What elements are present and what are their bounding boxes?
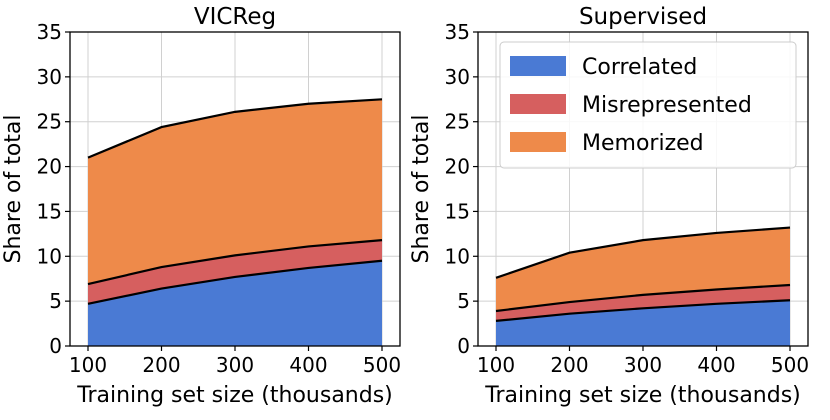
x-tick-label: 400 [697, 353, 735, 377]
x-tick-label: 500 [363, 353, 401, 377]
x-tick-label: 200 [550, 353, 588, 377]
area-memorized [88, 99, 382, 285]
x-tick-label: 500 [771, 353, 809, 377]
x-tick-label: 100 [477, 353, 515, 377]
chart-panel-2: 0 5 10 15 20 25 30 35 100 200 300 400 500 Supervised T… [409, 4, 809, 408]
y-tick-label: 15 [37, 199, 62, 223]
y-tick-label: 0 [49, 334, 62, 358]
area-misrepresented [496, 284, 790, 321]
x-tick-label: 300 [624, 353, 662, 377]
y-tick-label: 5 [49, 289, 62, 313]
y-tick-label: 25 [445, 110, 470, 134]
y-axis-label: Share of total [1, 115, 26, 264]
y-tick-label: 25 [37, 110, 62, 134]
x-tick-label: 400 [289, 353, 327, 377]
x-tick-label: 200 [142, 353, 180, 377]
boundary-line-memorized [87, 98, 383, 159]
legend-box [499, 41, 797, 169]
boundary-line-correlated [87, 259, 383, 305]
area-correlated [496, 300, 790, 346]
y-tick-label: 20 [445, 155, 470, 179]
legend-label-correlated: Correlated [582, 55, 697, 80]
legend-swatch-memorized [510, 132, 566, 152]
x-axis-label: Training set size (thousands) [76, 383, 393, 408]
x-axis-label: Training set size (thousands) [484, 383, 801, 408]
legend-swatch-misrepresented [510, 94, 566, 114]
y-tick-label: 0 [457, 334, 470, 358]
legend-label-misrepresented: Misrepresented [582, 93, 752, 118]
y-tick-label: 10 [445, 244, 470, 268]
y-tick-label: 30 [37, 65, 62, 89]
boundary-line-correlated [495, 299, 791, 322]
y-tick-label: 35 [445, 20, 470, 44]
legend-swatch-correlated [510, 56, 566, 76]
y-axis-label: Share of total [409, 115, 434, 264]
y-tick-label: 10 [37, 244, 62, 268]
y-tick-label: 5 [457, 289, 470, 313]
legend-label-memorized: Memorized [582, 131, 704, 156]
x-tick-label: 100 [69, 353, 107, 377]
area-memorized [496, 227, 790, 312]
boundary-line-memorized [495, 226, 791, 279]
legend: Correlated Misrepresented Memorized [499, 41, 797, 169]
y-tick-label: 30 [445, 65, 470, 89]
y-tick-label: 35 [37, 20, 62, 44]
area-correlated [88, 260, 382, 346]
chart-title: VICReg [194, 4, 276, 30]
chart-panel-1: 0 5 10 15 20 25 30 35 100 200 300 400 500 VICReg Train… [1, 4, 401, 408]
y-tick-label: 15 [445, 199, 470, 223]
boundary-line-misrepresented [87, 239, 383, 286]
chart-title: Supervised [579, 4, 707, 30]
y-tick-label: 20 [37, 155, 62, 179]
boundary-line-misrepresented [495, 283, 791, 313]
x-tick-label: 300 [216, 353, 254, 377]
